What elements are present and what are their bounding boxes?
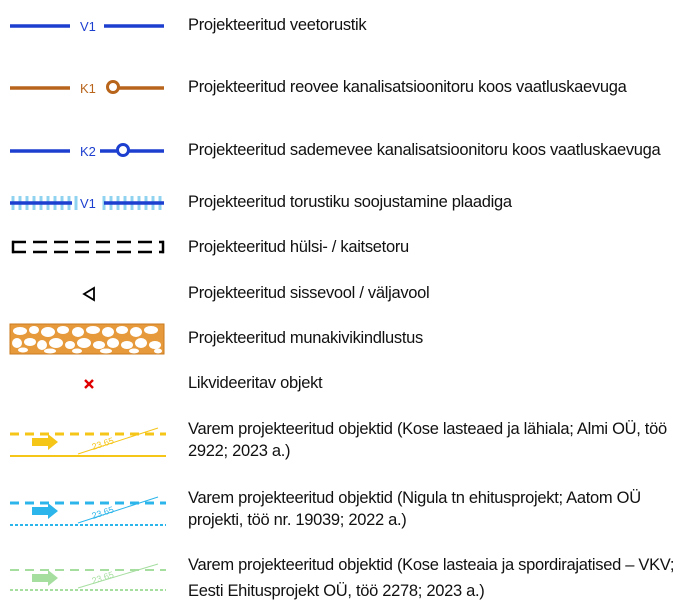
legend-row-sewer-pipe: K1 Projekteeritud reovee kanalisatsiooni…	[0, 74, 689, 102]
elevation-label: 23.65	[91, 569, 116, 585]
cross-icon	[84, 379, 94, 389]
legend-row-sleeve-pipe: Projekteeritud hülsi- / kaitsetoru	[0, 235, 689, 259]
prior-cyan-symbol: 23.65	[8, 493, 168, 529]
prior-green-symbol: 23.65	[8, 560, 168, 596]
elevation-label: 23.65	[91, 504, 116, 520]
symbol-code-v1: V1	[80, 19, 96, 34]
sewer-pipe-symbol: K1	[8, 74, 168, 102]
flow-arrow-icon	[32, 434, 58, 450]
symbol-code-k2: K2	[80, 144, 96, 159]
legend-row-water-pipe: V1 Projekteeritud veetorustik	[0, 12, 689, 40]
legend-row-demolish: Likvideeritav objekt	[0, 372, 689, 396]
legend-label: Varem projekteeritud objektid (Kose last…	[188, 420, 667, 460]
legend-label: Projekteeritud hülsi- / kaitsetoru	[188, 238, 409, 256]
legend-label: Projekteeritud sademevee kanalisatsiooni…	[188, 141, 661, 159]
legend-row-cobblestone: Projekteeritud munakivikindlustus	[0, 323, 689, 355]
legend-label: Projekteeritud reovee kanalisatsioonitor…	[188, 78, 627, 96]
legend-row-prior-cyan: 23.65 Varem projekteeritud objektid (Nig…	[0, 487, 689, 535]
legend-row-prior-green: 23.65 Varem projekteeritud objektid (Kos…	[0, 552, 689, 602]
insulated-pipe-symbol: V1	[8, 189, 168, 217]
prior-yellow-symbol: 23.65	[8, 424, 168, 460]
inlet-outlet-symbol	[8, 282, 168, 306]
legend-row-insulated-pipe: V1 Projekteeritud torustiku soojustamine…	[0, 189, 689, 217]
manhole-icon	[106, 80, 120, 94]
legend-label: Projekteeritud sissevool / väljavool	[188, 284, 430, 302]
legend-label: Projekteeritud torustiku soojustamine pl…	[188, 193, 512, 211]
triangle-icon	[82, 286, 95, 302]
demolish-symbol	[8, 372, 168, 396]
legend-label: Projekteeritud veetorustik	[188, 16, 367, 34]
cobblestone-symbol	[8, 323, 168, 355]
elevation-label: 23.65	[91, 435, 116, 451]
legend-label: Projekteeritud munakivikindlustus	[188, 329, 423, 347]
flow-arrow-icon	[32, 570, 58, 586]
legend-row-storm-pipe: K2 Projekteeritud sademevee kanalisatsio…	[0, 137, 689, 165]
sleeve-pipe-symbol	[8, 235, 168, 259]
legend-row-inlet-outlet: Projekteeritud sissevool / väljavool	[0, 282, 689, 306]
water-pipe-symbol: V1	[8, 12, 168, 40]
symbol-code-k1: K1	[80, 81, 96, 96]
legend-row-prior-yellow: 23.65 Varem projekteeritud objektid (Kos…	[0, 418, 689, 466]
symbol-code-v1: V1	[80, 196, 96, 211]
storm-pipe-symbol: K2	[8, 137, 168, 165]
flow-arrow-icon	[32, 503, 58, 519]
legend-label: Varem projekteeritud objektid (Nigula tn…	[188, 489, 641, 529]
manhole-icon	[116, 143, 130, 157]
legend-label: Varem projekteeritud objektid (Kose last…	[188, 556, 675, 600]
legend-label: Likvideeritav objekt	[188, 374, 323, 392]
